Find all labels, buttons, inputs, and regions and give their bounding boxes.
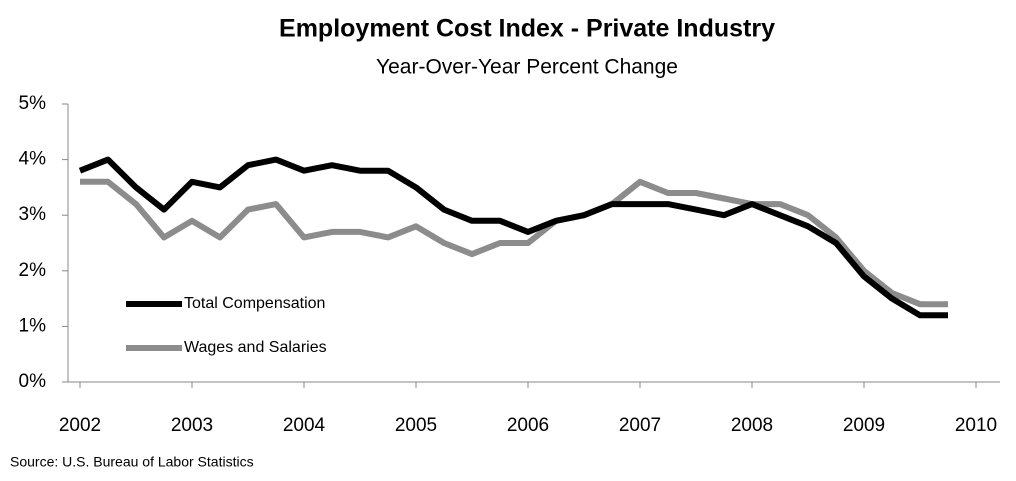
series-line [78,156,948,319]
chart-subtitle: Year-Over-Year Percent Change [376,56,678,79]
y-tick-label: 1% [19,315,47,336]
y-tick-label: 5% [19,93,47,114]
x-tick-label: 2009 [843,415,885,436]
source-note: Source: U.S. Bureau of Labor Statistics [10,454,254,470]
x-tick-label: 2005 [395,415,437,436]
y-tick-label: 0% [19,371,47,392]
y-tick-label: 4% [19,149,47,170]
chart-title: Employment Cost Index - Private Industry [279,15,775,43]
series-line [80,178,948,308]
x-tick-label: 2007 [619,415,661,436]
x-tick-label: 2006 [507,415,549,436]
y-tick-label: 3% [19,204,47,225]
y-tick-label: 2% [19,260,47,281]
x-tick-label: 2010 [955,415,997,436]
x-tick-label: 2008 [731,415,773,436]
x-tick-label: 2003 [171,415,213,436]
legend-label: Total Compensation [184,295,325,312]
x-tick-label: 2004 [283,415,326,436]
legend-label: Wages and Salaries [184,339,327,356]
x-tick-label: 2002 [59,415,101,436]
